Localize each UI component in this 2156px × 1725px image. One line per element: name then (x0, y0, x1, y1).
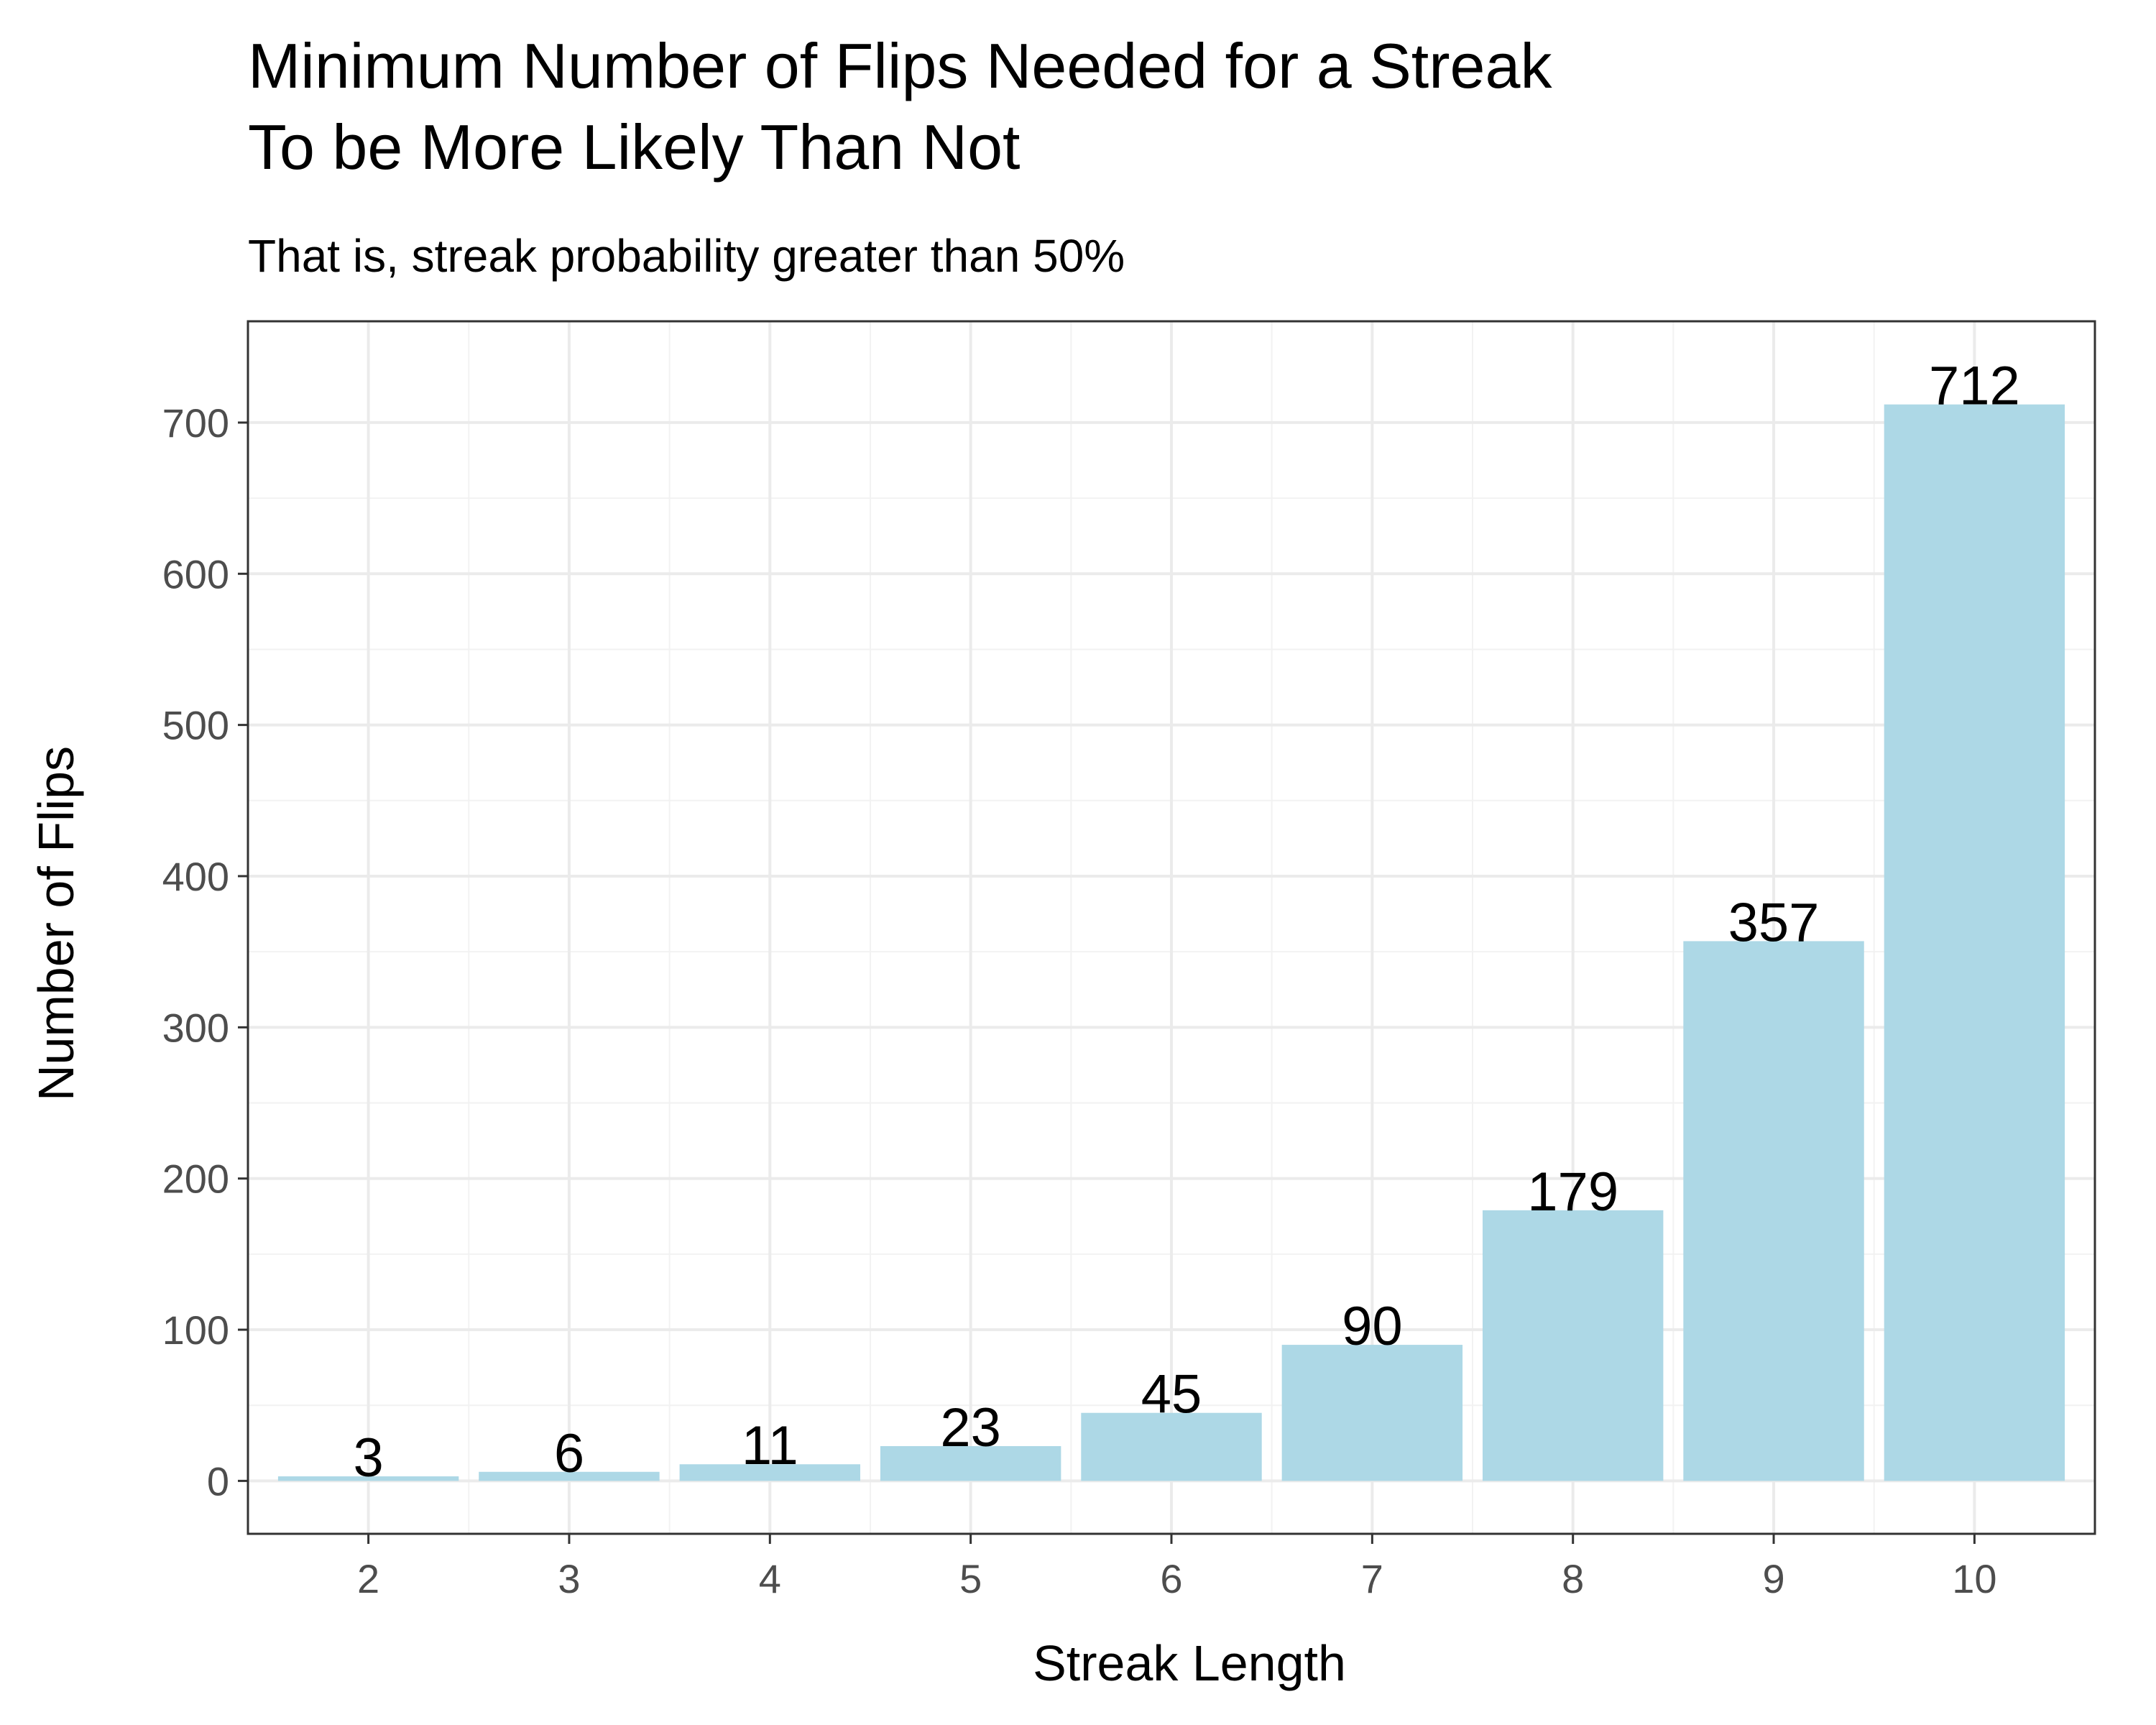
bar-10 (1884, 404, 2065, 1481)
x-tick-label-10: 10 (1952, 1556, 1996, 1601)
bar-9 (1683, 941, 1864, 1481)
data-label-5: 23 (940, 1397, 1001, 1458)
data-label-9: 357 (1728, 892, 1820, 953)
y-tick-label: 300 (162, 1005, 229, 1050)
y-tick-label: 100 (162, 1307, 229, 1353)
y-tick-label: 0 (207, 1458, 229, 1504)
bar-5 (880, 1445, 1061, 1481)
x-axis-title: Streak Length (1033, 1635, 1346, 1691)
y-tick-label: 700 (162, 400, 229, 446)
data-label-4: 11 (742, 1415, 798, 1476)
x-tick-label-8: 8 (1562, 1556, 1584, 1601)
x-tick-label-2: 2 (357, 1556, 379, 1601)
chart-subtitle: That is, streak probability greater than… (248, 230, 1125, 282)
data-label-7: 90 (1342, 1296, 1403, 1357)
data-label-8: 179 (1527, 1162, 1618, 1223)
data-label-6: 45 (1141, 1364, 1202, 1425)
bar-8 (1482, 1210, 1664, 1481)
y-tick-label: 600 (162, 551, 229, 597)
x-tick-label-4: 4 (759, 1556, 781, 1601)
bar-4 (679, 1464, 861, 1481)
chart-title-line-2: To be More Likely Than Not (248, 111, 1020, 183)
x-tick-label-5: 5 (959, 1556, 982, 1601)
bar-3 (479, 1471, 660, 1481)
data-label-10: 712 (1929, 356, 2020, 417)
x-tick-label-6: 6 (1160, 1556, 1182, 1601)
x-tick-label-9: 9 (1762, 1556, 1784, 1601)
x-tick-label-3: 3 (558, 1556, 580, 1601)
y-tick-label: 500 (162, 703, 229, 748)
y-tick-label: 200 (162, 1156, 229, 1202)
chart-title-line-1: Minimum Number of Flips Needed for a Str… (248, 30, 1552, 101)
data-label-2: 3 (353, 1427, 383, 1489)
y-tick-label: 400 (162, 854, 229, 899)
bar-6 (1081, 1412, 1262, 1481)
bar-7 (1281, 1345, 1463, 1481)
x-tick-label-7: 7 (1361, 1556, 1383, 1601)
plot-area: 3 6 11 234590179357712010020030040050060070… (162, 320, 2096, 1601)
y-axis-title: Number of Flips (28, 746, 84, 1101)
data-label-3: 6 (554, 1423, 584, 1484)
bar-2 (277, 1476, 459, 1481)
